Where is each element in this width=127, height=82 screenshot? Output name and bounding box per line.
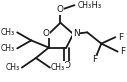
Text: N: N: [73, 30, 80, 38]
Text: F: F: [92, 55, 97, 64]
Text: O: O: [64, 61, 71, 70]
Text: CH₃: CH₃: [1, 44, 15, 53]
Text: CH₃: CH₃: [77, 1, 91, 10]
Text: F: F: [120, 47, 125, 56]
Text: CH₃: CH₃: [5, 63, 20, 72]
Text: O: O: [56, 5, 63, 15]
Text: OCH₃: OCH₃: [79, 1, 101, 10]
Text: F: F: [118, 33, 123, 42]
Text: O: O: [42, 29, 49, 38]
Text: CH₃: CH₃: [51, 63, 65, 72]
Text: CH₃: CH₃: [1, 28, 15, 37]
